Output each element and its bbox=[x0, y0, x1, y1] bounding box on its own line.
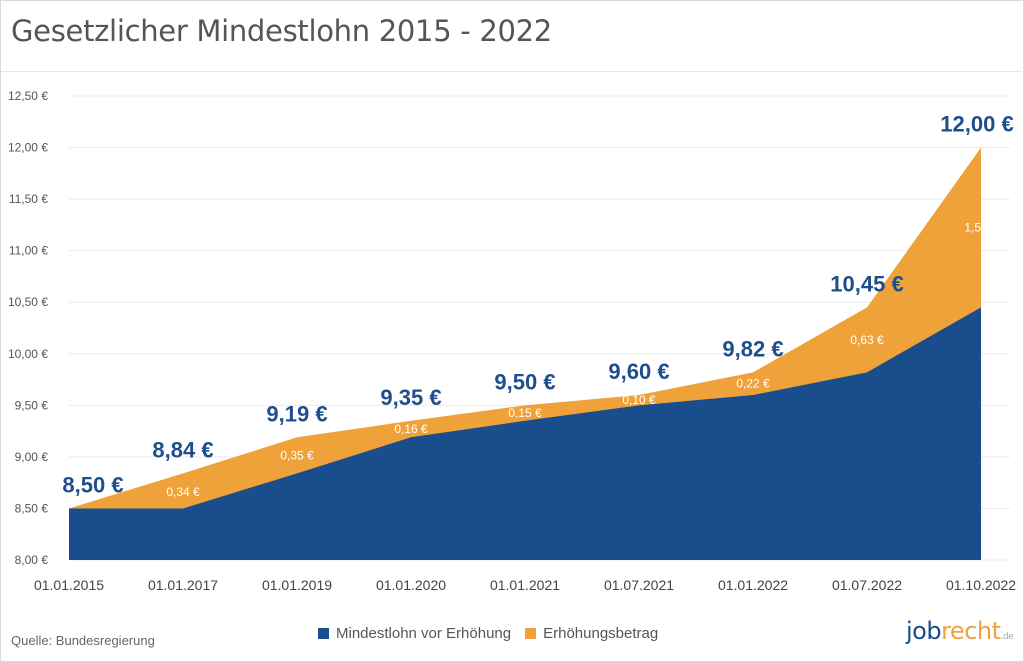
x-tick-label: 01.01.2020 bbox=[376, 577, 446, 593]
increase-data-label: 0,15 € bbox=[508, 406, 542, 420]
increase-data-label: 0,10 € bbox=[622, 393, 656, 407]
legend-label-increase: Erhöhungsbetrag bbox=[543, 625, 659, 642]
y-tick-label: 10,50 € bbox=[8, 295, 48, 309]
y-tick-label: 9,00 € bbox=[15, 450, 49, 464]
logo-suffix: .de bbox=[1000, 632, 1014, 642]
y-tick-label: 8,00 € bbox=[15, 553, 49, 567]
legend-item-increase: Erhöhungsbetrag bbox=[525, 625, 658, 642]
chart-title: Gesetzlicher Mindestlohn 2015 - 2022 bbox=[11, 14, 552, 48]
jobrecht-logo: jobrecht.de bbox=[906, 617, 1014, 645]
total-data-label: 8,84 € bbox=[152, 437, 213, 462]
legend-swatch-base bbox=[318, 628, 329, 639]
increase-data-label: 0,16 € bbox=[394, 422, 428, 436]
increase-data-label: 1,55 € bbox=[964, 220, 998, 234]
x-tick-label: 01.07.2022 bbox=[832, 577, 902, 593]
total-data-label: 9,60 € bbox=[608, 359, 669, 384]
total-data-label: 9,35 € bbox=[380, 385, 441, 410]
y-tick-label: 12,00 € bbox=[8, 141, 48, 155]
y-tick-label: 11,00 € bbox=[9, 244, 48, 258]
x-tick-label: 01.10.2022 bbox=[946, 577, 1016, 593]
logo-part-job: job bbox=[906, 617, 942, 645]
legend-label-base: Mindestlohn vor Erhöhung bbox=[336, 625, 512, 642]
x-tick-label: 01.01.2021 bbox=[490, 577, 560, 593]
y-tick-label: 11,50 € bbox=[9, 192, 48, 206]
total-data-label: 9,82 € bbox=[722, 336, 783, 361]
increase-data-label: 0,22 € bbox=[736, 377, 770, 391]
logo-part-recht: recht bbox=[941, 617, 1001, 645]
x-tick-label: 01.01.2015 bbox=[34, 577, 104, 593]
increase-data-label: 0,35 € bbox=[280, 448, 314, 462]
total-data-label: 10,45 € bbox=[830, 271, 903, 296]
y-tick-label: 8,50 € bbox=[15, 501, 49, 515]
legend-swatch-increase bbox=[525, 628, 537, 639]
x-tick-label: 01.07.2021 bbox=[604, 577, 674, 593]
increase-data-label: 0,63 € bbox=[850, 333, 884, 347]
total-data-label: 12,00 € bbox=[940, 112, 1013, 137]
total-data-label: 9,50 € bbox=[494, 369, 555, 394]
legend: Mindestlohn vor Erhöhung Erhöhungsbetrag bbox=[318, 625, 658, 642]
title-divider bbox=[1, 71, 1022, 72]
series-area-base bbox=[69, 307, 981, 560]
source-note: Quelle: Bundesregierung bbox=[11, 633, 155, 648]
x-tick-label: 01.01.2022 bbox=[718, 577, 788, 593]
total-data-label: 9,19 € bbox=[266, 401, 327, 426]
x-tick-label: 01.01.2017 bbox=[148, 577, 218, 593]
y-tick-label: 9,50 € bbox=[15, 398, 49, 412]
x-tick-label: 01.01.2019 bbox=[262, 577, 332, 593]
increase-data-label: 0,34 € bbox=[166, 485, 200, 499]
legend-item-base: Mindestlohn vor Erhöhung bbox=[318, 625, 511, 642]
y-tick-label: 12,50 € bbox=[8, 89, 48, 103]
total-data-label: 8,50 € bbox=[62, 472, 123, 497]
y-tick-label: 10,00 € bbox=[8, 347, 48, 361]
